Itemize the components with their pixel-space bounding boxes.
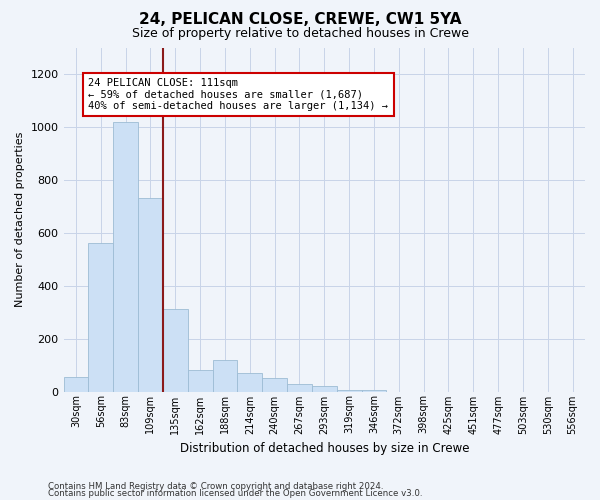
Y-axis label: Number of detached properties: Number of detached properties — [15, 132, 25, 307]
Text: 24 PELICAN CLOSE: 111sqm
← 59% of detached houses are smaller (1,687)
40% of sem: 24 PELICAN CLOSE: 111sqm ← 59% of detach… — [88, 78, 388, 111]
Bar — [138, 198, 163, 392]
Text: Contains public sector information licensed under the Open Government Licence v3: Contains public sector information licen… — [48, 490, 422, 498]
Bar — [312, 386, 337, 392]
Text: Contains HM Land Registry data © Crown copyright and database right 2024.: Contains HM Land Registry data © Crown c… — [48, 482, 383, 491]
Bar — [188, 370, 212, 392]
Bar — [163, 310, 188, 392]
X-axis label: Distribution of detached houses by size in Crewe: Distribution of detached houses by size … — [179, 442, 469, 455]
Bar — [88, 244, 113, 392]
Bar — [212, 360, 238, 392]
Bar — [64, 377, 88, 392]
Bar — [362, 390, 386, 392]
Bar — [113, 122, 138, 392]
Bar — [287, 384, 312, 392]
Bar — [262, 378, 287, 392]
Text: 24, PELICAN CLOSE, CREWE, CW1 5YA: 24, PELICAN CLOSE, CREWE, CW1 5YA — [139, 12, 461, 28]
Bar — [238, 373, 262, 392]
Text: Size of property relative to detached houses in Crewe: Size of property relative to detached ho… — [131, 28, 469, 40]
Bar — [337, 390, 362, 392]
